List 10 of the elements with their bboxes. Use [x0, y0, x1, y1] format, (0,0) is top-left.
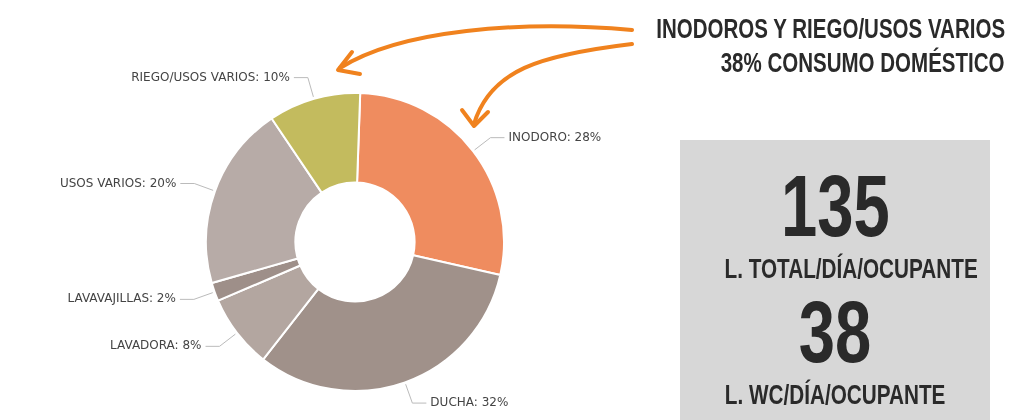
slice-label: LAVADORA: 8%: [110, 338, 202, 353]
slice-label: LAVAVAJILLAS: 2%: [67, 291, 176, 306]
text: L. TOTAL/DÍA/OCUPANTE: [724, 253, 978, 284]
text: 38% CONSUMO DOMÉSTICO: [721, 48, 1005, 78]
text: INODOROS Y RIEGO/USOS VARIOS: [656, 14, 1005, 44]
slice-label: DUCHA: 32%: [430, 395, 509, 410]
slice-label: INODORO: 28%: [508, 129, 602, 144]
slice-label: USOS VARIOS: 20%: [59, 175, 177, 190]
slice-label: RIEGO/USOS VARIOS: 10%: [131, 69, 290, 84]
text: L. WC/DÍA/OCUPANTE: [724, 379, 946, 410]
